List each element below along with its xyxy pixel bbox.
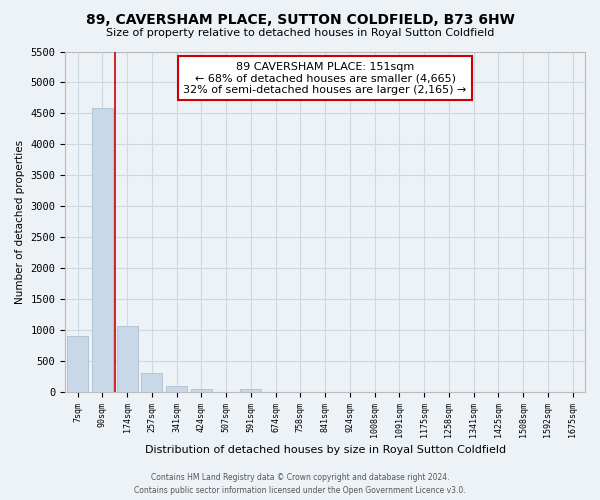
Text: 89 CAVERSHAM PLACE: 151sqm
← 68% of detached houses are smaller (4,665)
32% of s: 89 CAVERSHAM PLACE: 151sqm ← 68% of deta… xyxy=(184,62,467,95)
Text: Contains HM Land Registry data © Crown copyright and database right 2024.
Contai: Contains HM Land Registry data © Crown c… xyxy=(134,474,466,495)
Bar xyxy=(67,336,88,392)
Bar xyxy=(142,374,163,392)
Bar xyxy=(166,386,187,392)
Bar xyxy=(241,390,262,392)
Text: Size of property relative to detached houses in Royal Sutton Coldfield: Size of property relative to detached ho… xyxy=(106,28,494,38)
X-axis label: Distribution of detached houses by size in Royal Sutton Coldfield: Distribution of detached houses by size … xyxy=(145,445,506,455)
Text: 89, CAVERSHAM PLACE, SUTTON COLDFIELD, B73 6HW: 89, CAVERSHAM PLACE, SUTTON COLDFIELD, B… xyxy=(86,12,514,26)
Bar xyxy=(92,108,113,392)
Y-axis label: Number of detached properties: Number of detached properties xyxy=(15,140,25,304)
Bar xyxy=(116,326,137,392)
Bar xyxy=(191,388,212,392)
